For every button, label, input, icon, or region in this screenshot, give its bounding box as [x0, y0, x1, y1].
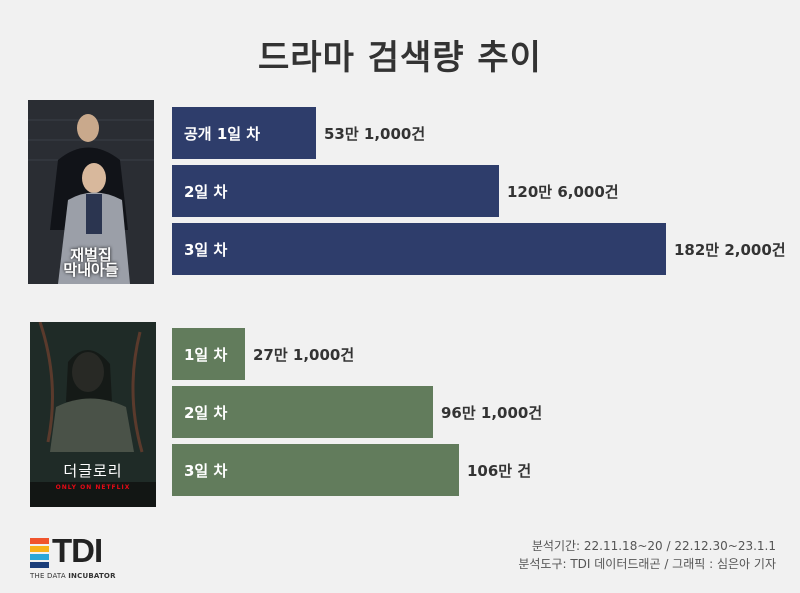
logo-subtitle: THE DATA INCUBATOR — [30, 572, 116, 580]
poster-1-title-line1: 재벌집 — [70, 246, 112, 264]
poster-1-title: 재벌집 막내아들 — [28, 248, 154, 278]
logo-stripes-icon — [30, 538, 49, 568]
logo-text: TDI — [52, 532, 103, 569]
bar-category-label: 2일 차 — [184, 403, 228, 422]
bar-group1-2: 2일 차 — [172, 165, 499, 217]
bar-group2-3: 3일 차 — [172, 444, 459, 496]
bar-value-label: 53만 1,000건 — [324, 124, 426, 143]
logo-sub-b: INCUBATOR — [68, 572, 116, 580]
bar-value-label: 27만 1,000건 — [253, 345, 355, 364]
bar-value-label: 106만 건 — [467, 461, 532, 480]
netflix-badge: ONLY ON NETFLIX — [55, 484, 131, 491]
bar-value-label: 96만 1,000건 — [441, 403, 543, 422]
bar-group2-1: 1일 차 — [172, 328, 245, 380]
analysis-tool: 분석도구: TDI 데이터드래곤 / 그래픽 : 심은아 기자 — [518, 557, 776, 571]
bar-category-label: 2일 차 — [184, 182, 228, 201]
bar-category-label: 3일 차 — [184, 461, 228, 480]
bar-category-label: 공개 1일 차 — [184, 124, 261, 143]
bar-group1-1: 공개 1일 차 — [172, 107, 316, 159]
poster-1-title-line2: 막내아들 — [63, 261, 119, 279]
poster-2-title: 더글로리 — [63, 462, 123, 480]
poster-1-art — [28, 100, 154, 284]
tdi-logo: TDI THE DATA INCUBATOR — [30, 532, 150, 584]
poster-2-art — [30, 322, 156, 507]
bar-group1-3: 3일 차 — [172, 223, 666, 275]
bar-category-label: 3일 차 — [184, 240, 228, 259]
analysis-period: 분석기간: 22.11.18~20 / 22.12.30~23.1.1 — [531, 539, 776, 553]
footer-note: 분석기간: 22.11.18~20 / 22.12.30~23.1.1 분석도구… — [518, 537, 776, 573]
bar-value-label: 182만 2,000건 — [674, 240, 786, 259]
bar-group2-2: 2일 차 — [172, 386, 433, 438]
drama-poster-1: 재벌집 막내아들 — [28, 100, 154, 284]
chart-title: 드라마 검색량 추이 — [258, 38, 542, 78]
logo-sub-a: THE DATA — [30, 572, 69, 580]
bar-value-label: 120만 6,000건 — [507, 182, 619, 201]
drama-poster-2: 더글로리 ONLY ON NETFLIX — [30, 322, 156, 507]
bar-category-label: 1일 차 — [184, 345, 228, 364]
